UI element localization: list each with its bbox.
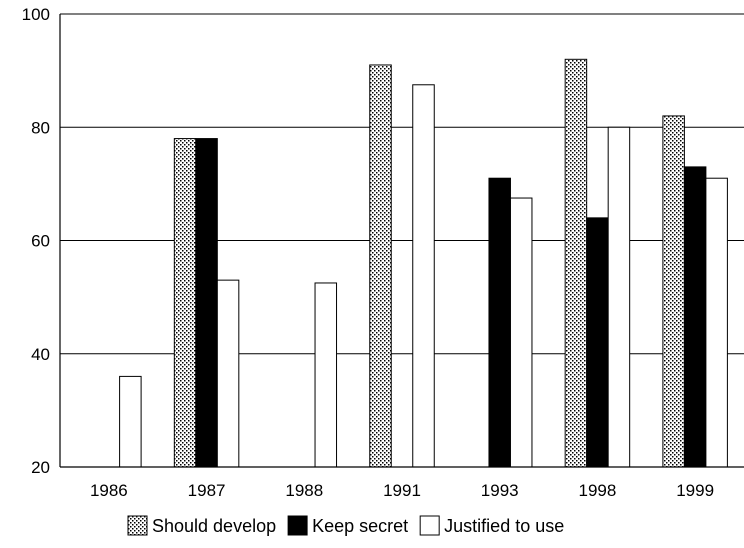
bar-keep-secret-1999 — [683, 166, 707, 468]
x-tick-label: 1998 — [579, 481, 617, 500]
legend-swatch-justified-to-use — [419, 515, 440, 536]
x-tick-label: 1986 — [90, 481, 128, 500]
bar-justified-to-use-1988 — [314, 282, 338, 468]
legend-swatch-should-develop — [127, 515, 148, 536]
x-tick-label: 1991 — [383, 481, 421, 500]
legend-label: Should develop — [152, 516, 276, 536]
x-tick-label: 1988 — [285, 481, 323, 500]
legend-label: Keep secret — [312, 516, 408, 536]
bar-justified-to-use-1999 — [705, 177, 728, 468]
axes — [59, 14, 744, 468]
bars — [119, 58, 728, 468]
bar-justified-to-use-1998 — [607, 126, 631, 468]
x-tick-label: 1987 — [188, 481, 226, 500]
bar-justified-to-use-1987 — [216, 279, 240, 468]
bar-justified-to-use-1993 — [509, 197, 533, 468]
bar-keep-secret-1987 — [195, 138, 218, 468]
gridlines — [60, 13, 744, 355]
y-tick-label: 60 — [31, 232, 50, 251]
bar-should-develop-1999 — [662, 115, 685, 468]
bar-should-develop-1998 — [564, 58, 588, 468]
legend: Should develop Keep secret Justified to us… — [127, 515, 564, 536]
bar-should-develop-1987 — [173, 138, 197, 468]
bar-should-develop-1991 — [369, 64, 392, 468]
y-tick-label: 20 — [31, 458, 50, 477]
y-tick-label: 40 — [31, 345, 50, 364]
legend-swatch-keep-secret — [287, 515, 308, 536]
y-tick-label: 100 — [22, 5, 50, 24]
bar-keep-secret-1998 — [586, 217, 609, 468]
legend-label: Justified to use — [444, 516, 564, 536]
x-tick-labels: 1986 1987 1988 1991 1993 1998 1999 — [90, 481, 714, 500]
bar-keep-secret-1993 — [488, 177, 511, 468]
bar-justified-to-use-1986 — [119, 375, 142, 468]
x-tick-label: 1993 — [481, 481, 519, 500]
x-tick-label: 1999 — [676, 481, 714, 500]
y-tick-labels: 20 40 60 80 100 — [22, 5, 50, 477]
y-tick-label: 80 — [31, 118, 50, 137]
bar-justified-to-use-1991 — [412, 84, 435, 468]
